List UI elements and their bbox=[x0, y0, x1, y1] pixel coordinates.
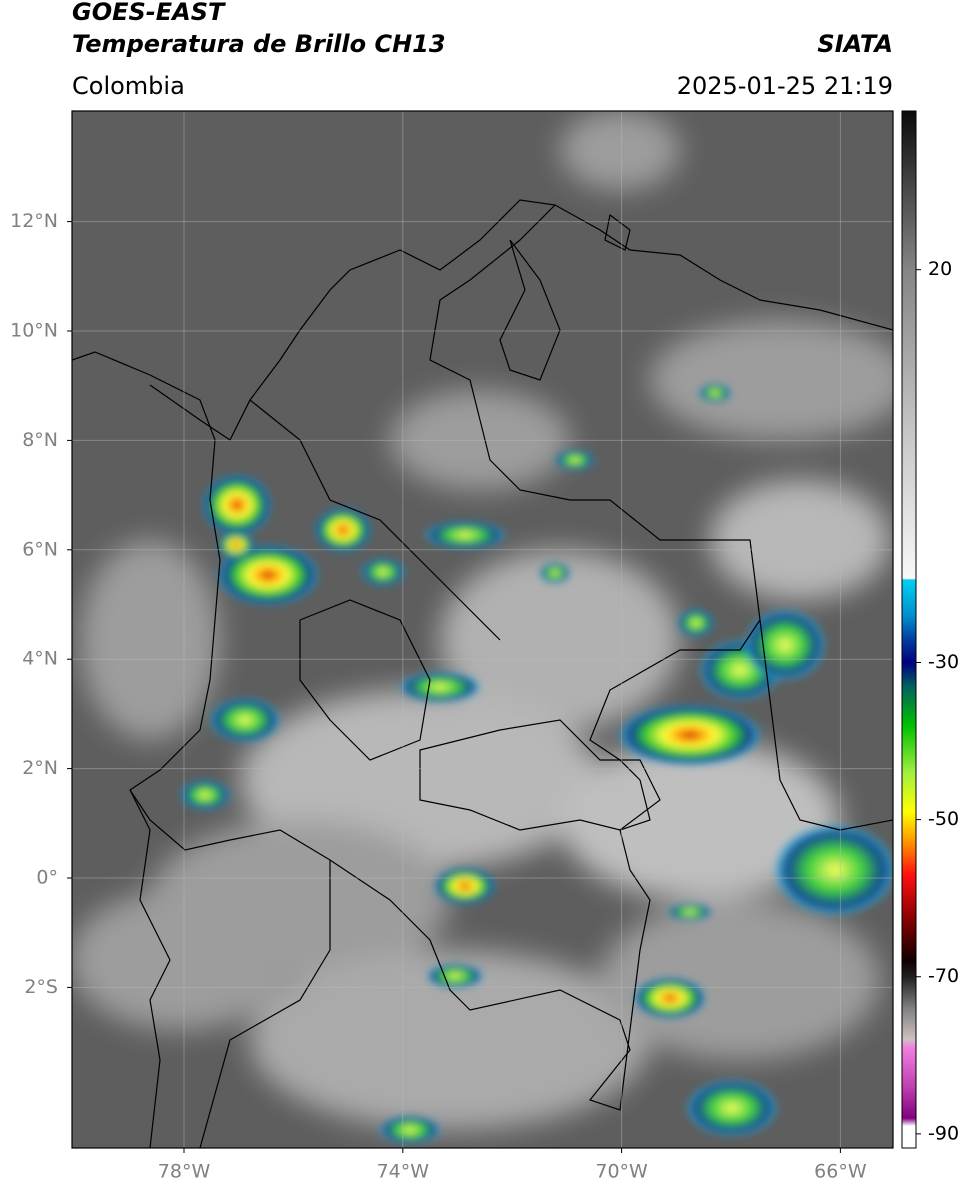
colorbar bbox=[901, 110, 917, 1149]
colorbar-label: -50 bbox=[928, 808, 959, 830]
satellite-image bbox=[72, 111, 893, 1148]
lat-label: 10°N bbox=[10, 320, 58, 342]
product: Temperatura de Brillo CH13 bbox=[72, 30, 446, 58]
lon-label: 70°W bbox=[595, 1161, 648, 1183]
lat-label: 6°N bbox=[22, 538, 58, 560]
colorbar-label: 20 bbox=[928, 258, 952, 280]
region: Colombia bbox=[72, 72, 185, 100]
lon-label: 74°W bbox=[377, 1161, 430, 1183]
colorbar-label: -90 bbox=[928, 1122, 959, 1144]
borders bbox=[72, 199, 893, 1148]
lon-label: 78°W bbox=[158, 1161, 211, 1183]
lat-label: 0° bbox=[36, 867, 58, 889]
lat-label: 2°S bbox=[24, 976, 58, 998]
lat-label: 8°N bbox=[22, 429, 58, 451]
map-frame bbox=[71, 110, 894, 1149]
datetime: 2025-01-25 21:19 bbox=[677, 72, 893, 100]
lat-label: 2°N bbox=[22, 757, 58, 779]
lat-label: 12°N bbox=[10, 210, 58, 232]
source: SIATA bbox=[817, 30, 893, 58]
satellite: GOES-EAST bbox=[72, 0, 226, 26]
lat-label: 4°N bbox=[22, 648, 58, 670]
lon-label: 66°W bbox=[814, 1161, 867, 1183]
colorbar-label: -30 bbox=[928, 651, 959, 673]
colorbar-label: -70 bbox=[928, 965, 959, 987]
